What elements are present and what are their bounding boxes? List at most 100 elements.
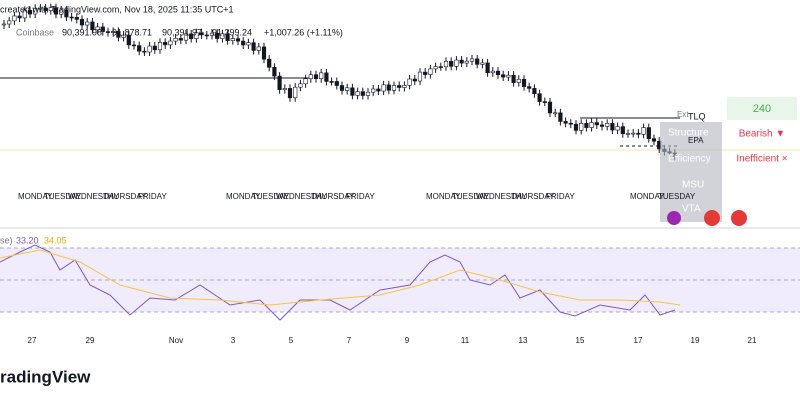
day-label: THURSDAY xyxy=(103,192,147,201)
candle-body xyxy=(261,46,267,60)
day-label: THURSDAY xyxy=(511,192,555,201)
event-icon[interactable] xyxy=(731,210,747,226)
rsi-name: se) xyxy=(0,235,13,245)
rsi-line xyxy=(0,244,676,321)
candle-body xyxy=(319,72,324,79)
marker: VTA xyxy=(682,204,701,215)
day-label: FRIDAY xyxy=(546,192,575,201)
marker: Structure xyxy=(668,128,709,139)
event-icon[interactable] xyxy=(704,210,720,226)
day-label: FRIDAY xyxy=(346,192,375,201)
candle-body xyxy=(152,45,157,51)
x-axis-label: 29 xyxy=(86,336,95,345)
candle-body xyxy=(277,75,282,90)
candle-body xyxy=(542,101,547,103)
candle-body xyxy=(407,78,412,86)
candle-body xyxy=(615,126,620,131)
candle-body xyxy=(272,67,277,77)
day-label: THURSDAY xyxy=(311,192,355,201)
candle-body xyxy=(350,87,355,96)
candle-body xyxy=(74,17,79,20)
candle-body xyxy=(199,32,204,36)
candle-body xyxy=(69,16,74,19)
candle-body xyxy=(417,71,423,82)
candle-body xyxy=(553,112,558,115)
x-axis-label: 11 xyxy=(461,336,470,345)
open: 90,391.98 xyxy=(62,27,102,37)
marker: Ext xyxy=(677,110,689,119)
candle-body xyxy=(402,85,407,88)
day-label: FRIDAY xyxy=(138,192,167,201)
candle-body xyxy=(454,59,459,67)
candle-body xyxy=(251,42,256,51)
candle-body xyxy=(469,58,475,62)
candle-body xyxy=(157,42,163,51)
candle-body xyxy=(173,38,178,42)
candle-body xyxy=(308,74,313,80)
candle-body xyxy=(38,7,43,10)
candles xyxy=(1,3,677,161)
candle-body xyxy=(620,126,625,135)
candle-body xyxy=(126,34,131,46)
candle-body xyxy=(298,83,303,88)
candle-body xyxy=(303,78,308,85)
day-label: WEDNESDAY xyxy=(476,192,528,201)
marker: Efficiency xyxy=(668,154,711,165)
candle-body xyxy=(33,7,38,15)
candle-body xyxy=(475,58,480,65)
candle-body xyxy=(142,50,147,53)
caption: created with TradingView.com, Nov 18, 20… xyxy=(0,4,234,14)
candle-body xyxy=(521,78,527,87)
candle-body xyxy=(313,74,319,79)
candle-body xyxy=(625,133,631,135)
x-axis-label: 3 xyxy=(231,336,236,345)
candle-body xyxy=(334,81,339,86)
candle-body xyxy=(511,74,516,83)
candle-body xyxy=(282,88,287,90)
candle-body xyxy=(287,88,293,99)
event-icon[interactable] xyxy=(667,211,681,225)
candle-body xyxy=(256,46,261,51)
candle-body xyxy=(178,38,183,41)
candle-body xyxy=(215,32,220,39)
candle-body xyxy=(365,91,371,96)
candle-body xyxy=(183,33,189,41)
candle-body xyxy=(168,40,173,46)
candle-body xyxy=(558,112,563,122)
candle-body xyxy=(121,34,126,38)
candle-body xyxy=(573,123,579,131)
rsi-value: 33.20 xyxy=(16,235,39,245)
candle-body xyxy=(105,31,111,33)
candle-body xyxy=(495,70,501,76)
candle-body xyxy=(464,60,469,64)
x-axis-label: 19 xyxy=(691,336,700,345)
candle-body xyxy=(527,86,532,89)
x-axis-label: 13 xyxy=(519,336,528,345)
day-label: TUESDAY xyxy=(452,192,490,201)
candle-body xyxy=(397,85,402,88)
candle-body xyxy=(605,123,610,127)
candle-body xyxy=(48,7,53,11)
candle-body xyxy=(651,138,657,142)
close: 91,399.24 xyxy=(212,27,252,37)
x-axis-label: 15 xyxy=(576,336,585,345)
candle-body xyxy=(137,45,142,52)
day-label: WEDNESDAY xyxy=(276,192,328,201)
timeframe: 240 xyxy=(753,103,771,115)
candle-body xyxy=(459,59,464,64)
x-axis-label: 5 xyxy=(289,336,294,345)
candle-body xyxy=(209,32,215,36)
candle-body xyxy=(12,15,17,22)
candle-body xyxy=(355,91,360,96)
x-axis-label: Nov xyxy=(169,336,183,345)
candle-body xyxy=(584,123,589,128)
candle-body xyxy=(610,123,615,131)
candle-body xyxy=(131,44,137,47)
candle-body xyxy=(7,20,12,25)
candle-body xyxy=(246,42,251,46)
candle-body xyxy=(594,122,599,126)
trend: Bearish ▼ xyxy=(739,129,786,140)
candle-body xyxy=(189,33,194,39)
candle-body xyxy=(490,70,495,74)
candle-body xyxy=(381,84,386,92)
